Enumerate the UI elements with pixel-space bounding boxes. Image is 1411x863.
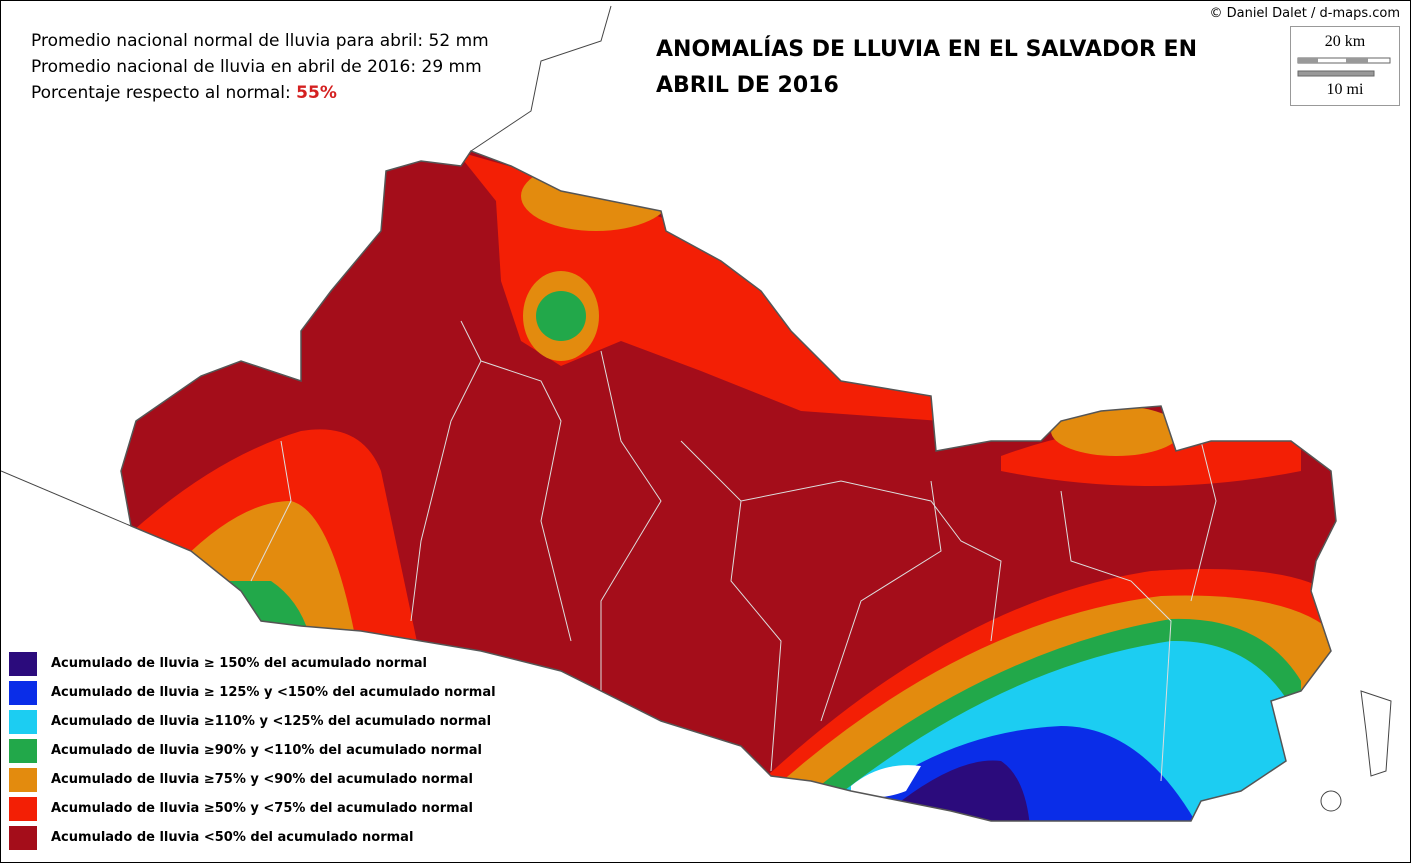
zone: [521, 161, 671, 231]
dept-line: [600, 350, 662, 691]
dept-line: [480, 360, 572, 642]
info-line: Promedio nacional de lluvia en abril de …: [31, 57, 482, 77]
island: [1320, 790, 1342, 812]
legend-swatch: [9, 652, 37, 676]
legend-label: Acumulado de lluvia ≥ 150% del acumulado…: [51, 656, 427, 671]
info-label: Porcentaje respecto al normal:: [31, 83, 291, 103]
legend-swatch: [9, 681, 37, 705]
dept-line: [410, 320, 482, 622]
scale-box: 20 km 10 mi: [1290, 26, 1400, 106]
map-title: ANOMALÍAS DE LLUVIA EN EL SALVADOR EN: [656, 37, 1197, 62]
scale-bars: [1297, 57, 1391, 77]
legend-label: Acumulado de lluvia ≥50% y <75% del acum…: [51, 801, 473, 816]
scale-bar: [1297, 70, 1375, 77]
departments: [250, 320, 1217, 782]
legend-label: Acumulado de lluvia ≥75% y <90% del acum…: [51, 772, 473, 787]
border: [470, 5, 612, 152]
scale-km: 20 km: [1324, 33, 1366, 50]
legend-label: Acumulado de lluvia ≥110% y <125% del ac…: [51, 714, 492, 729]
legend-swatch: [9, 826, 37, 850]
scale-mi: 10 mi: [1326, 81, 1364, 98]
zone: [536, 291, 586, 341]
island: [1360, 690, 1392, 777]
zone: [1051, 406, 1181, 456]
info-value: 55%: [296, 83, 337, 103]
legend-label: Acumulado de lluvia <50% del acumulado n…: [51, 830, 414, 845]
zone: [901, 760, 1031, 821]
legend-swatch: [9, 710, 37, 734]
legend-swatch: [9, 739, 37, 763]
dept-line: [250, 440, 292, 582]
dept-line: [1060, 490, 1172, 782]
dept-line: [820, 480, 942, 722]
lagoon: [851, 765, 921, 798]
scale-bar: [1298, 58, 1318, 63]
dept-line: [740, 480, 1002, 642]
info-line: Porcentaje respecto al normal: 55%: [31, 83, 337, 103]
credit: © Daniel Dalet / d-maps.com: [1209, 6, 1400, 21]
coast: [1, 470, 132, 527]
dept-line: [1190, 440, 1217, 602]
map-title: ABRIL DE 2016: [656, 73, 839, 98]
legend-label: Acumulado de lluvia ≥ 125% y <150% del a…: [51, 685, 496, 700]
scale-bar: [1346, 58, 1368, 63]
legend-swatch: [9, 797, 37, 821]
gulf-islands: [1320, 690, 1392, 812]
legend-swatch: [9, 768, 37, 792]
legend-label: Acumulado de lluvia ≥90% y <110% del acu…: [51, 743, 482, 758]
dept-line: [680, 440, 782, 772]
info-line: Promedio nacional normal de lluvia para …: [31, 31, 489, 51]
